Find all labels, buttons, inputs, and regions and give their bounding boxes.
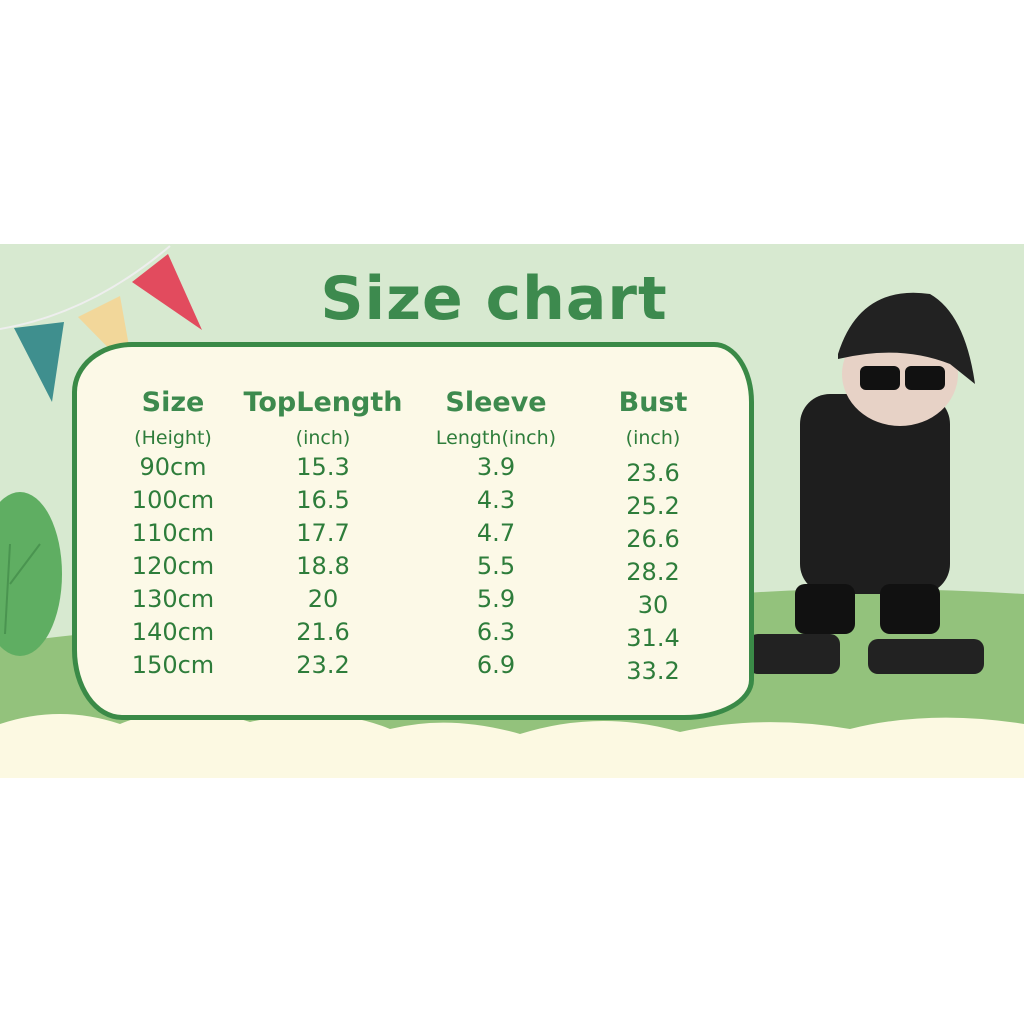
table-cell: 90cm [139, 453, 207, 481]
table-cell: 16.5 [296, 486, 350, 514]
column-header: Sleeve [445, 387, 547, 418]
table-cell: 140cm [131, 618, 215, 646]
bush-icon [0, 492, 62, 656]
table-cell: 4.3 [476, 486, 516, 514]
table-cell: 15.3 [296, 453, 350, 481]
background-scenery [0, 245, 1024, 778]
table-cell: 6.3 [476, 618, 516, 646]
column-header: Bust [618, 387, 688, 418]
size-table: Size (Height) TopLength (inch) Sleeve Length(… [72, 342, 754, 720]
table-cell: 110cm [131, 519, 215, 547]
table-cell: 23.6 [626, 459, 680, 487]
size-chart-banner: Size chart Size (Height) TopLength (inch) Sl… [0, 244, 1024, 778]
table-cell: 5.5 [476, 552, 516, 580]
table-cell: 4.7 [476, 519, 516, 547]
table-cell: 20 [307, 585, 339, 613]
column-subheader: Length(inch) [435, 427, 557, 449]
table-cell: 33.2 [626, 657, 680, 685]
table-cell: 120cm [131, 552, 215, 580]
table-cell: 6.9 [476, 651, 516, 679]
table-cell: 17.7 [296, 519, 350, 547]
table-cell: 100cm [131, 486, 215, 514]
table-cell: 5.9 [476, 585, 516, 613]
page-title: Size chart [320, 264, 668, 334]
column-header: TopLength [243, 387, 403, 418]
table-cell: 26.6 [626, 525, 680, 553]
column-subheader: (inch) [625, 427, 681, 449]
table-cell: 3.9 [476, 453, 516, 481]
clouds [0, 710, 1024, 778]
boy-model-figure [748, 292, 984, 674]
table-cell: 30 [637, 591, 669, 619]
column-subheader: (Height) [134, 427, 212, 449]
table-cell: 28.2 [626, 558, 680, 586]
table-cell: 31.4 [626, 624, 680, 652]
table-cell: 18.8 [296, 552, 350, 580]
table-cell: 23.2 [296, 651, 350, 679]
column-subheader: (inch) [295, 427, 351, 449]
column-header: Size [141, 387, 205, 418]
table-cell: 21.6 [296, 618, 350, 646]
table-cell: 130cm [131, 585, 215, 613]
bunting-flags-icon [0, 245, 202, 402]
table-cell: 25.2 [626, 492, 680, 520]
table-cell: 150cm [131, 651, 215, 679]
